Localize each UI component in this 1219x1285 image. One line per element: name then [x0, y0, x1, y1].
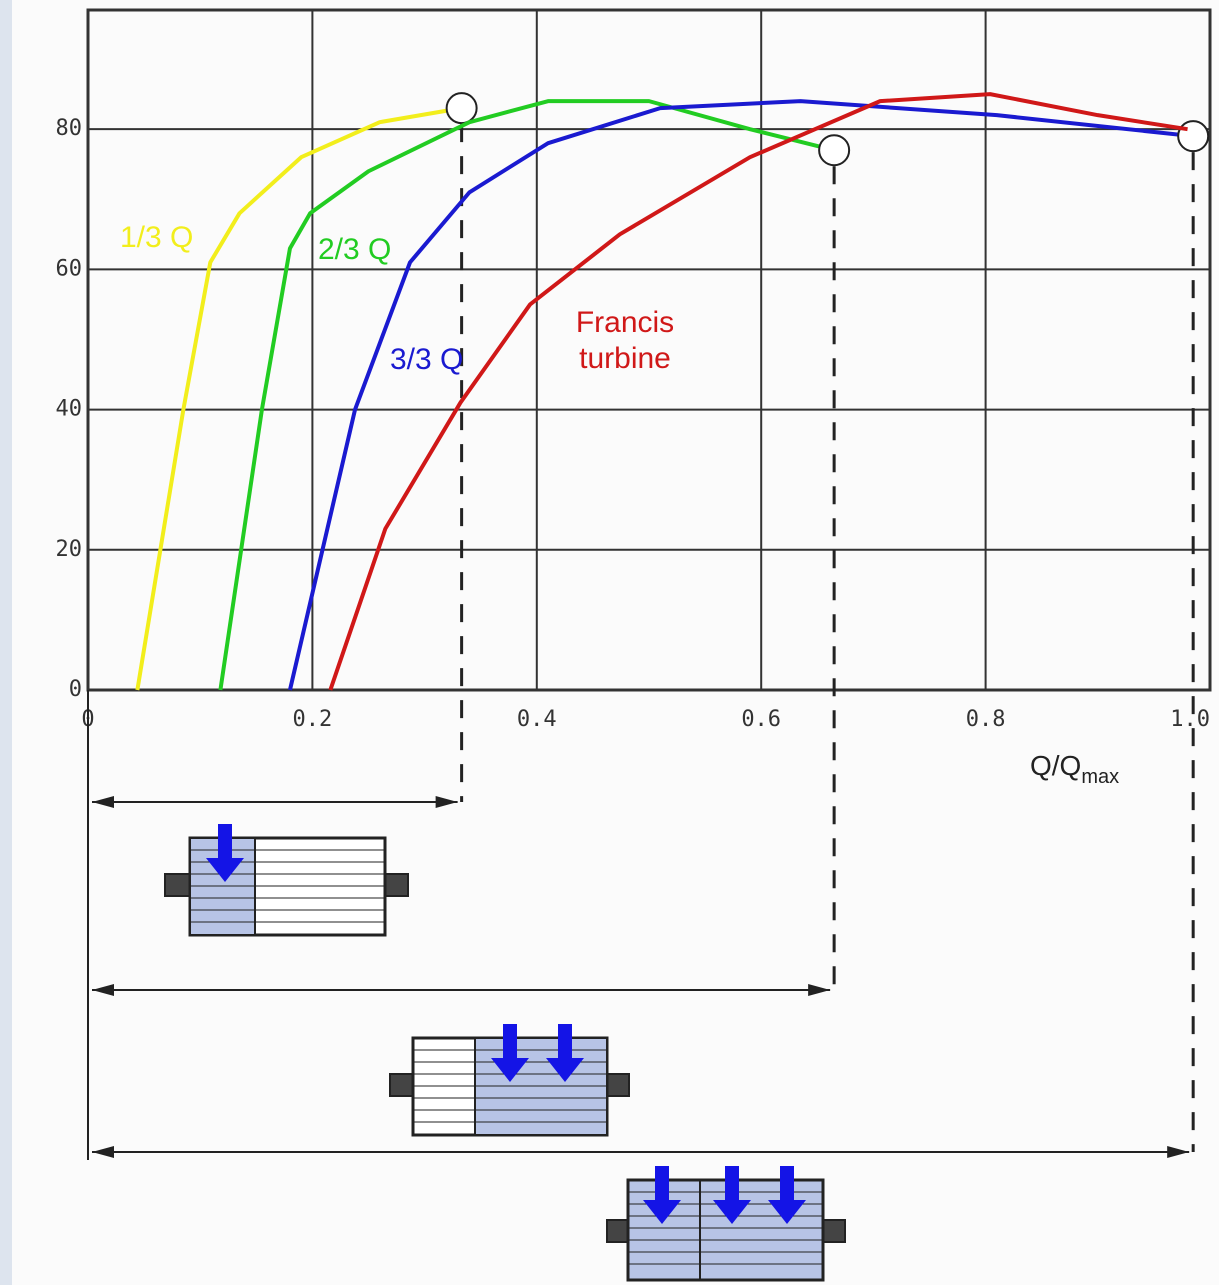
y-tick-label: 0 [69, 677, 82, 702]
series-label: 2/3 Q [318, 232, 391, 268]
chart: Q/Qmax 02040608000.20.40.60.81.0 [0, 0, 1219, 1285]
series-label: 1/3 Q [120, 220, 193, 256]
end-marker [1178, 121, 1208, 151]
x-tick-label: 0.4 [517, 707, 557, 732]
series-label: 3/3 Q [390, 342, 463, 378]
x-axis-label-main: Q/Q [1030, 750, 1081, 781]
series-line [137, 108, 461, 690]
turbine-2 [390, 1024, 629, 1135]
end-marker [819, 135, 849, 165]
x-tick-label: 0.8 [966, 707, 1006, 732]
x-axis-label-sub: max [1081, 766, 1119, 788]
end-marker [447, 93, 477, 123]
y-tick-label: 40 [56, 397, 83, 422]
x-tick-label: 0.2 [293, 707, 333, 732]
series-line [330, 94, 1187, 690]
page: Q/Qmax 02040608000.20.40.60.81.0 (() => … [0, 0, 1219, 1285]
x-axis-label: Q/Qmax [1030, 750, 1119, 788]
y-tick-label: 60 [56, 256, 83, 281]
y-tick-label: 80 [56, 116, 83, 141]
series-line [290, 101, 1193, 690]
series-label: Francis turbine [555, 305, 695, 377]
left-strip [0, 0, 12, 1285]
x-tick-label: 1.0 [1170, 707, 1210, 732]
x-tick-label: 0.6 [741, 707, 781, 732]
turbine-3 [607, 1166, 845, 1280]
turbine-1 [165, 824, 408, 935]
y-tick-label: 20 [56, 537, 83, 562]
